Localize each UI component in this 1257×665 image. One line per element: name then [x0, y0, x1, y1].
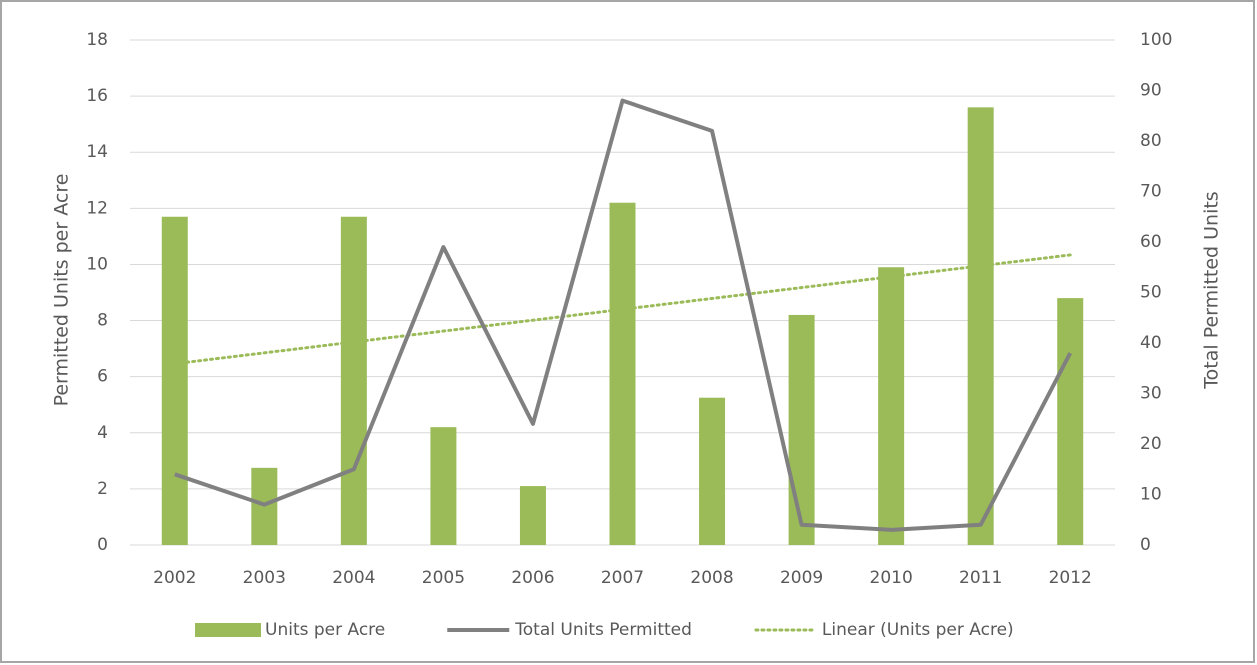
x-tick-label: 2009	[780, 568, 823, 588]
y-tick-label: 14	[86, 142, 108, 162]
y2-tick-label: 60	[1140, 232, 1162, 252]
y2-tick-label: 50	[1140, 283, 1162, 303]
bar	[519, 486, 546, 545]
x-tick-label: 2004	[332, 568, 375, 588]
y-tick-label: 4	[97, 423, 108, 443]
x-tick-label: 2008	[690, 568, 733, 588]
x-tick-label: 2007	[601, 568, 644, 588]
x-tick-label: 2005	[422, 568, 465, 588]
y2-tick-label: 90	[1140, 81, 1162, 101]
y-tick-label: 2	[97, 479, 108, 499]
legend-label: Total Units Permitted	[514, 620, 692, 640]
trendline	[173, 253, 1072, 366]
x-tick-label: 2002	[153, 568, 196, 588]
bar	[788, 314, 815, 545]
bar	[430, 427, 457, 545]
y2-tick-label: 100	[1140, 30, 1172, 50]
bar	[609, 202, 636, 545]
y2-tick-label: 70	[1140, 182, 1162, 202]
bar	[161, 216, 188, 545]
y-tick-label: 8	[97, 311, 108, 331]
y-tick-label: 6	[97, 367, 108, 387]
bar	[878, 267, 905, 545]
legend-label: Linear (Units per Acre)	[822, 620, 1014, 640]
x-tick-label: 2011	[959, 568, 1002, 588]
y2-tick-label: 20	[1140, 434, 1162, 454]
bar	[340, 216, 367, 545]
bar	[967, 107, 994, 545]
x-tick-label: 2012	[1049, 568, 1092, 588]
y2-tick-label: 40	[1140, 333, 1162, 353]
legend-swatch	[195, 623, 261, 637]
line-series	[174, 98, 1073, 532]
y-tick-label: 12	[86, 198, 108, 218]
y-tick-label: 10	[86, 254, 108, 274]
y2-axis-title: Total Permitted Units	[1201, 191, 1223, 389]
bar	[699, 397, 726, 545]
legend-label: Units per Acre	[265, 620, 385, 640]
y2-tick-label: 0	[1140, 535, 1151, 555]
x-tick-label: 2006	[511, 568, 554, 588]
y-axis-title: Permitted Units per Acre	[51, 174, 73, 407]
bar	[1057, 298, 1084, 545]
x-tick-label: 2003	[243, 568, 286, 588]
y2-tick-label: 80	[1140, 131, 1162, 151]
y-tick-label: 18	[86, 30, 108, 50]
y2-tick-label: 10	[1140, 485, 1162, 505]
y-tick-label: 16	[86, 86, 108, 106]
y-tick-label: 0	[97, 535, 108, 555]
x-tick-label: 2010	[870, 568, 913, 588]
y2-tick-label: 30	[1140, 384, 1162, 404]
